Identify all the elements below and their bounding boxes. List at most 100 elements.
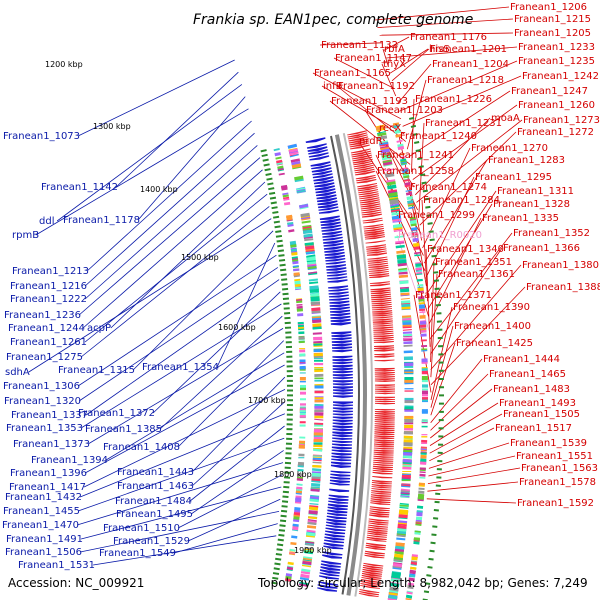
forward-gene-arrow <box>371 295 392 299</box>
right-gene-label: Franean1_1539 <box>510 438 587 449</box>
left-gene-label: Franean1_1261 <box>10 337 87 348</box>
forward-gene-arrow <box>361 577 382 581</box>
right-gene-label: Franean1_1335 <box>482 213 559 224</box>
forward-gene-arrow <box>361 574 382 579</box>
right-leader-line <box>430 261 435 363</box>
reverse-gene-arrow <box>333 392 353 395</box>
forward-gene-arrow <box>372 308 392 311</box>
forward-gene-arrow <box>361 209 382 214</box>
reverse-gene-arrow <box>332 370 353 374</box>
right-leader-line <box>312 72 402 120</box>
reverse-gene-arrow <box>328 497 349 502</box>
forward-gene-arrow <box>372 322 393 325</box>
forward-gene-arrow <box>373 328 394 331</box>
right-leader-line <box>430 388 493 439</box>
green-tick <box>272 210 279 214</box>
reverse-feature-mark <box>294 175 304 181</box>
forward-gene-arrow <box>371 490 392 493</box>
forward-gene-arrow <box>374 429 395 432</box>
right-gene-label: Franean1_1132 <box>321 40 398 51</box>
forward-gene-arrow <box>361 572 382 577</box>
right-leader-line <box>430 325 454 408</box>
left-gene-label: Franean1_1529 <box>113 536 190 547</box>
reverse-gene-arrow <box>313 176 334 182</box>
forward-gene-arrow <box>374 415 395 418</box>
green-tick <box>282 297 290 301</box>
reverse-gene-arrow <box>332 355 353 359</box>
forward-gene-arrow <box>364 234 385 238</box>
green-tick <box>281 278 288 281</box>
forward-gene-arrow <box>374 421 395 423</box>
green-tick <box>427 566 433 569</box>
forward-gene-arrow <box>349 142 370 148</box>
forward-feature-mark <box>410 219 417 225</box>
forward-gene-arrow <box>359 199 380 204</box>
right-gene-label: Franean1_1226 <box>415 94 492 105</box>
forward-gene-arrow <box>365 236 385 240</box>
reverse-gene-arrow <box>330 473 351 477</box>
left-gene-label: Franean1_1432 <box>5 492 82 503</box>
right-leader-line <box>386 46 518 59</box>
forward-feature-mark <box>389 582 400 588</box>
left-leader-line <box>191 401 286 487</box>
reverse-gene-arrow <box>317 197 337 203</box>
left-leader-line <box>93 535 277 566</box>
right-leader-line <box>381 63 397 97</box>
green-tick <box>274 562 281 566</box>
right-gene-label: Franean1_1505 <box>503 409 580 420</box>
green-tick <box>421 181 427 185</box>
reverse-gene-arrow <box>332 380 353 383</box>
forward-gene-arrow <box>367 530 388 534</box>
left-gene-label: Franean1_1320 <box>4 396 81 407</box>
reverse-gene-arrow <box>327 512 348 516</box>
forward-gene-arrow <box>351 150 372 156</box>
forward-gene-arrow <box>372 314 393 317</box>
reverse-gene-arrow <box>332 377 353 380</box>
forward-gene-arrow <box>368 518 389 522</box>
reverse-gene-arrow <box>325 524 346 528</box>
reverse-gene-arrow <box>325 530 346 535</box>
left-gene-label: acpP <box>87 323 111 334</box>
forward-gene-arrow <box>352 154 372 160</box>
reverse-gene-arrow <box>332 407 353 411</box>
green-tick <box>276 239 283 243</box>
forward-gene-arrow <box>374 435 395 438</box>
right-gene-label: Franean1_1400 <box>454 321 531 332</box>
right-leader-line <box>429 402 499 446</box>
left-leader-line <box>85 279 280 416</box>
reverse-gene-arrow <box>323 542 344 547</box>
reverse-gene-arrow <box>331 461 352 465</box>
reverse-gene-arrow <box>308 149 328 155</box>
forward-gene-arrow <box>349 140 369 146</box>
green-tick <box>266 177 273 181</box>
left-leader-line <box>187 498 281 542</box>
left-leader-line <box>76 462 284 526</box>
forward-gene-arrow <box>369 275 390 278</box>
green-tick <box>261 153 268 158</box>
green-tick <box>280 514 287 518</box>
left-leader-line <box>173 523 278 554</box>
reverse-gene-arrow <box>332 364 353 368</box>
kbp-label: 1200 kbp <box>45 60 83 69</box>
forward-gene-arrow <box>365 550 385 555</box>
left-leader-line <box>177 474 283 529</box>
forward-gene-arrow <box>374 376 395 378</box>
reverse-gene-arrow <box>327 509 348 514</box>
forward-feature-mark <box>391 215 402 220</box>
right-gene-label: Franean1_1351 <box>435 257 512 268</box>
left-gene-label: Franean1_1216 <box>10 281 87 292</box>
forward-gene-arrow <box>353 162 374 168</box>
forward-feature-mark <box>409 569 416 575</box>
green-tick <box>431 254 437 258</box>
forward-gene-arrow <box>357 185 378 190</box>
forward-gene-arrow <box>371 297 392 301</box>
reverse-gene-arrow <box>333 386 353 390</box>
right-leader-line <box>421 199 428 302</box>
green-tick <box>425 205 431 209</box>
forward-gene-arrow <box>367 528 388 532</box>
forward-feature-mark <box>401 168 409 173</box>
forward-gene-arrow <box>364 227 384 232</box>
forward-gene-arrow <box>374 439 395 442</box>
forward-gene-arrow <box>367 258 388 262</box>
reverse-gene-arrow <box>311 167 332 173</box>
